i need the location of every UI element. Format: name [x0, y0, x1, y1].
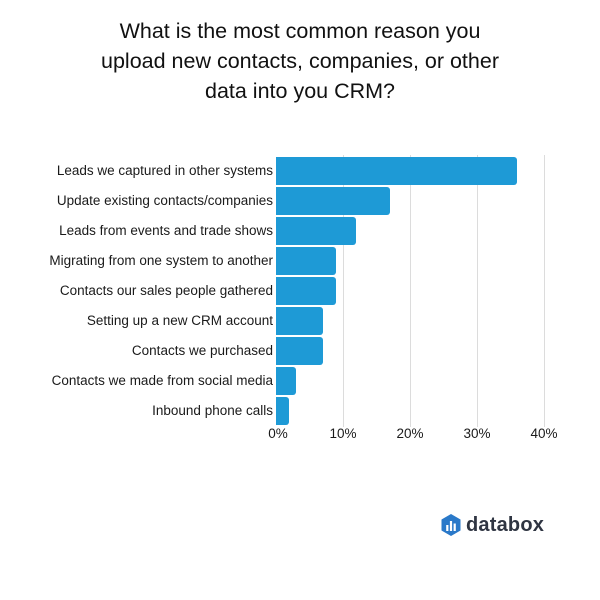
gridline — [477, 155, 478, 427]
chart-title-line-3: data into you CRM? — [204, 79, 395, 103]
chart-title-line-2: upload new contacts, companies, or other — [101, 49, 499, 73]
bar — [276, 307, 323, 335]
gridline — [343, 155, 344, 427]
plot-area — [276, 155, 566, 427]
category-label: Setting up a new CRM account — [86, 313, 273, 328]
category-label: Migrating from one system to another — [49, 253, 273, 268]
databox-bar-chart-hexagon-icon — [441, 514, 461, 536]
bar — [276, 217, 357, 245]
databox-logo-text: databox — [466, 514, 545, 536]
x-tick-label: 10% — [329, 426, 357, 441]
category-label: Leads we captured in other systems — [56, 163, 273, 178]
gridline — [544, 155, 545, 427]
gridline — [410, 155, 411, 427]
databox-logo: databox — [441, 514, 544, 536]
x-tick-label: 40% — [530, 426, 558, 441]
bar — [276, 337, 323, 365]
bar — [276, 397, 290, 425]
bar — [276, 277, 337, 305]
chart-title: What is the most common reason you uploa… — [0, 16, 600, 106]
bar — [276, 157, 518, 185]
category-label: Inbound phone calls — [152, 403, 273, 418]
category-label: Update existing contacts/companies — [56, 193, 273, 208]
category-label: Contacts our sales people gathered — [59, 283, 273, 298]
x-tick-label: 20% — [396, 426, 424, 441]
x-tick-label: 30% — [463, 426, 491, 441]
chart-title-line-1: What is the most common reason you — [119, 19, 481, 43]
category-label: Contacts we purchased — [131, 343, 273, 358]
bar — [276, 247, 337, 275]
x-tick-label: 0% — [268, 426, 288, 441]
bar — [276, 367, 297, 395]
category-label: Contacts we made from social media — [51, 373, 273, 388]
category-label: Leads from events and trade shows — [59, 223, 273, 238]
bar — [276, 187, 390, 215]
